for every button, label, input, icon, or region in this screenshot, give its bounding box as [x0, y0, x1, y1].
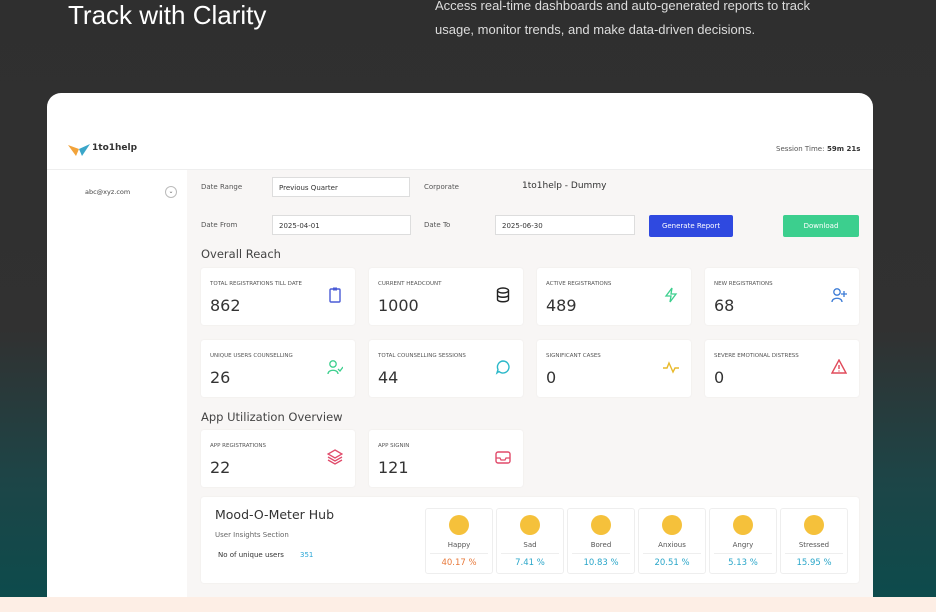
generate-button[interactable]: Generate Report	[649, 215, 733, 237]
overall-title: Overall Reach	[201, 247, 281, 261]
date-from-label: Date From	[201, 221, 238, 229]
corporate-label: Corporate	[424, 183, 459, 191]
mood-value: 5.13 %	[714, 553, 772, 568]
stat-value: 862	[210, 296, 241, 315]
mood-card[interactable]: Bored 10.83 %	[567, 508, 635, 574]
stat-card: APP SIGNIN 121	[369, 430, 523, 487]
hero-title: Track with Clarity	[68, 0, 267, 30]
stat-card: APP REGISTRATIONS 22	[201, 430, 355, 487]
stat-label: SIGNIFICANT CASES	[546, 353, 601, 359]
mood-value: 10.83 %	[572, 553, 630, 568]
stat-card: SEVERE EMOTIONAL DISTRESS 0	[705, 340, 859, 397]
stat-value: 22	[210, 458, 231, 477]
stat-icon	[831, 359, 847, 374]
dashboard-frame: 1to1help Session Time: 59m 21s abc@xyz.c…	[47, 93, 873, 597]
stat-card: TOTAL REGISTRATIONS TILL DATE 862	[201, 268, 355, 325]
session-time: 59m 21s	[827, 145, 861, 153]
hero-description: Access real-time dashboards and auto-gen…	[435, 0, 811, 37]
mood-name: Angry	[732, 541, 754, 549]
mood-value: 40.17 %	[430, 553, 488, 568]
user-dropdown[interactable]: ⌄	[165, 186, 177, 198]
mood-card[interactable]: Happy 40.17 %	[425, 508, 493, 574]
mood-name: Anxious	[658, 541, 686, 549]
stat-icon	[831, 288, 847, 303]
mood-name: Happy	[447, 541, 471, 549]
mood-emoji	[662, 515, 682, 535]
mood-name: Sad	[523, 541, 537, 549]
stat-label: SEVERE EMOTIONAL DISTRESS	[714, 353, 799, 359]
stat-icon	[495, 451, 511, 464]
stat-value: 44	[378, 368, 399, 387]
mood-value: 15.95 %	[785, 553, 843, 568]
stat-value: 0	[546, 368, 557, 387]
logo-text: 1to1help	[92, 143, 138, 153]
mood-emoji	[520, 515, 540, 535]
mood-card[interactable]: Anxious 20.51 %	[638, 508, 706, 574]
stat-value: 489	[546, 296, 577, 315]
sidebar-user[interactable]: abc@xyz.com	[85, 188, 131, 196]
date-from-input[interactable]: 2025-04-01	[272, 215, 411, 235]
stat-icon	[327, 449, 343, 465]
stat-label: CURRENT HEADCOUNT	[378, 281, 442, 287]
mood-card[interactable]: Angry 5.13 %	[709, 508, 777, 574]
mood-value: 20.51 %	[643, 553, 701, 568]
stat-icon	[663, 361, 679, 374]
stat-icon	[495, 360, 510, 375]
stat-label: TOTAL COUNSELLING SESSIONS	[378, 353, 466, 359]
stat-icon	[327, 360, 343, 375]
date-range-select[interactable]: Previous Quarter	[272, 177, 410, 197]
stat-value: 1000	[378, 296, 419, 315]
stat-value: 68	[714, 296, 735, 315]
stat-value: 121	[378, 458, 409, 477]
mood-emoji	[804, 515, 824, 535]
stat-label: APP REGISTRATIONS	[210, 443, 267, 449]
app-title: App Utilization Overview	[201, 410, 343, 424]
stat-card: ACTIVE REGISTRATIONS 489	[537, 268, 691, 325]
date-to-input[interactable]: 2025-06-30	[495, 215, 635, 235]
mood-value: 7.41 %	[501, 553, 559, 568]
mood-subtitle: User Insights Section	[215, 531, 289, 539]
stat-label: TOTAL REGISTRATIONS TILL DATE	[210, 281, 302, 287]
stat-label: ACTIVE REGISTRATIONS	[546, 281, 612, 287]
mood-emoji	[591, 515, 611, 535]
mood-name: Bored	[590, 541, 612, 549]
mood-panel: Mood-O-Meter Hub User Insights Section No …	[201, 497, 859, 583]
stat-card: NEW REGISTRATIONS 68	[705, 268, 859, 325]
unique-users-label: No of unique users	[218, 551, 284, 559]
stat-icon	[496, 287, 510, 303]
download-button[interactable]: Download	[783, 215, 859, 237]
stat-label: UNIQUE USERS COUNSELLING	[210, 353, 293, 359]
stat-icon	[664, 287, 678, 303]
mood-emoji	[733, 515, 753, 535]
mood-card[interactable]: Stressed 15.95 %	[780, 508, 848, 574]
stat-card: CURRENT HEADCOUNT 1000	[369, 268, 523, 325]
stat-value: 26	[210, 368, 231, 387]
stat-label: APP SIGNIN	[378, 443, 410, 449]
mood-card[interactable]: Sad 7.41 %	[496, 508, 564, 574]
mood-emoji	[449, 515, 469, 535]
stat-value: 0	[714, 368, 725, 387]
session-label: Session Time:	[776, 145, 825, 153]
stat-card: UNIQUE USERS COUNSELLING 26	[201, 340, 355, 397]
unique-users-value: 351	[300, 551, 314, 559]
bottom-strip	[0, 597, 936, 612]
logo-icon	[68, 144, 90, 156]
stat-label: NEW REGISTRATIONS	[714, 281, 773, 287]
stat-card: SIGNIFICANT CASES 0	[537, 340, 691, 397]
corporate-value: 1to1help - Dummy	[522, 181, 607, 191]
stat-card: TOTAL COUNSELLING SESSIONS 44	[369, 340, 523, 397]
main-content: Date Range Previous Quarter Corporate 1to1h…	[187, 170, 873, 597]
header-divider	[47, 169, 873, 170]
mood-title: Mood-O-Meter Hub	[215, 507, 335, 522]
stat-icon	[329, 287, 341, 303]
mood-name: Stressed	[798, 541, 830, 549]
date-range-label: Date Range	[201, 183, 243, 191]
date-to-label: Date To	[424, 221, 451, 229]
